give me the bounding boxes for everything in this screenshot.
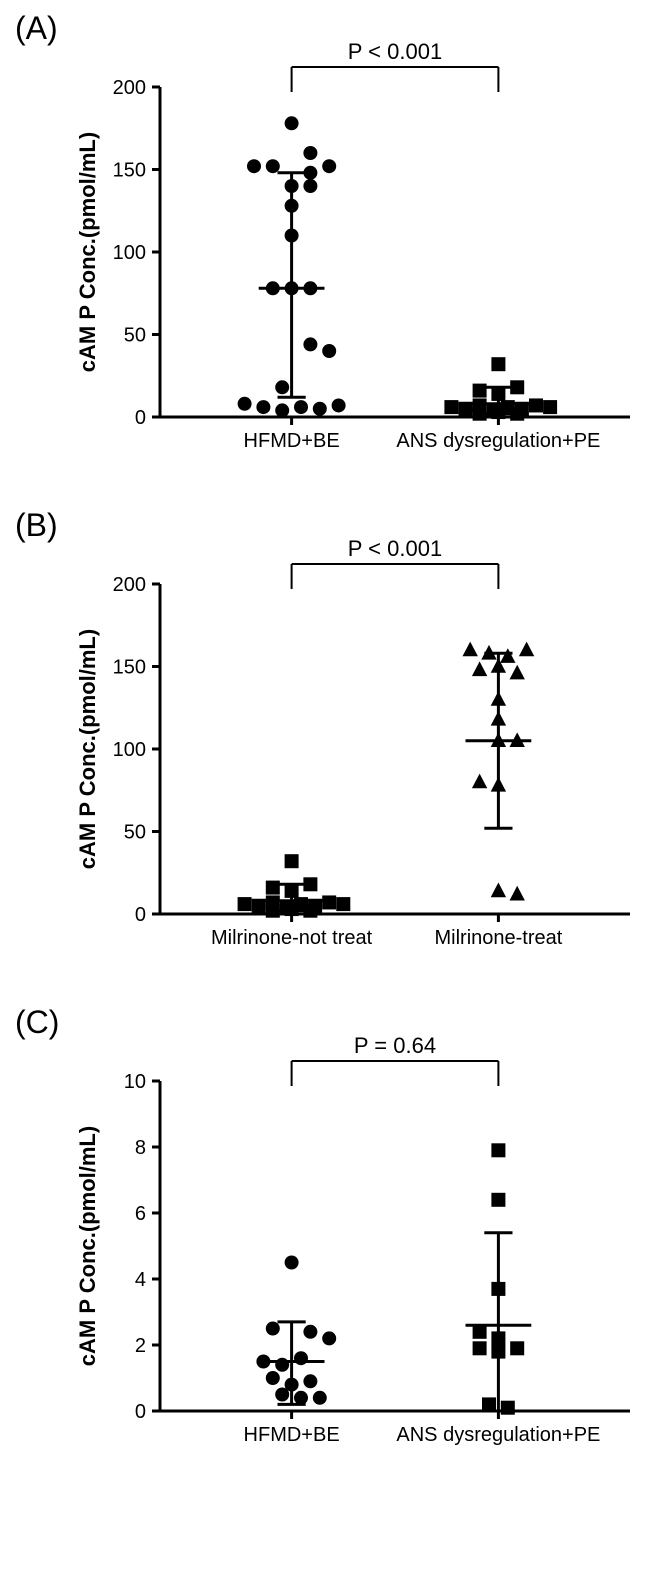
svg-text:0: 0 xyxy=(135,1401,146,1423)
svg-text:P < 0.001: P < 0.001 xyxy=(348,536,442,561)
svg-text:50: 50 xyxy=(124,325,146,347)
panel-A: (A) 050100150200cAM P Conc.(pmol/mL)HFMD… xyxy=(10,10,672,477)
svg-text:10: 10 xyxy=(124,1071,146,1093)
svg-text:ANS dysregulation+PE: ANS dysregulation+PE xyxy=(396,430,600,452)
svg-text:cAM P Conc.(pmol/mL): cAM P Conc.(pmol/mL) xyxy=(75,132,100,372)
chart-C: 0 2 4 6 8 10 cAM P Conc.(pmol/mL) HFMD+BE ANS dy… xyxy=(60,1031,660,1471)
svg-text:4: 4 xyxy=(135,1269,146,1291)
chart-A: 0 50 100 150 200 cAM P Conc.(pmol/mL) HFMD+BE A… xyxy=(60,37,660,477)
svg-text:150: 150 xyxy=(113,160,146,182)
svg-text:Milrinone-not treat: Milrinone-not treat xyxy=(211,927,373,949)
svg-text:ANS dysregulation+PE: ANS dysregulation+PE xyxy=(396,1424,600,1446)
svg-text:200: 200 xyxy=(113,574,146,596)
svg-text:8: 8 xyxy=(135,1137,146,1159)
svg-text:2: 2 xyxy=(135,1335,146,1357)
svg-text:100: 100 xyxy=(113,242,146,264)
svg-text:150: 150 xyxy=(113,657,146,679)
svg-text:HFMD+BE: HFMD+BE xyxy=(244,1424,340,1446)
panel-B: (B) 050100150200cAM P Conc.(pmol/mL)Milr… xyxy=(10,507,672,974)
svg-text:50: 50 xyxy=(124,822,146,844)
svg-text:P < 0.001: P < 0.001 xyxy=(348,39,442,64)
svg-text:P = 0.64: P = 0.64 xyxy=(354,1033,436,1058)
svg-text:Milrinone-treat: Milrinone-treat xyxy=(434,927,562,949)
svg-text:6: 6 xyxy=(135,1203,146,1225)
panel-C: (C) 0246810cAM P Conc.(pmol/mL)HFMD+BEAN… xyxy=(10,1004,672,1471)
chart-B: 0 50 100 150 200 cAM P Conc.(pmol/mL) Milrinon… xyxy=(60,534,660,974)
svg-text:100: 100 xyxy=(113,739,146,761)
svg-text:cAM P Conc.(pmol/mL): cAM P Conc.(pmol/mL) xyxy=(75,1126,100,1366)
svg-text:0: 0 xyxy=(135,407,146,429)
svg-text:HFMD+BE: HFMD+BE xyxy=(244,430,340,452)
svg-text:cAM P Conc.(pmol/mL): cAM P Conc.(pmol/mL) xyxy=(75,629,100,869)
svg-text:0: 0 xyxy=(135,904,146,926)
svg-text:200: 200 xyxy=(113,77,146,99)
